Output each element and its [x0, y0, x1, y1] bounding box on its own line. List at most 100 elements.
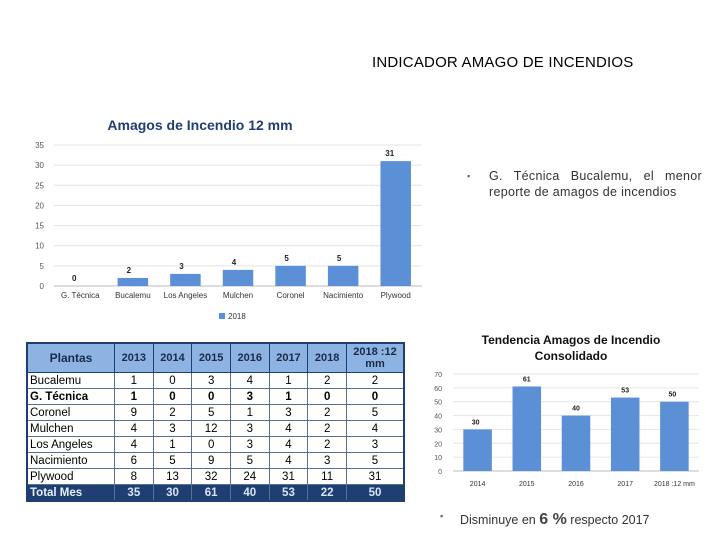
table-total-row: Total Mes 35 30 61 40 53 22 50 — [26, 484, 405, 502]
value-cell: 5 — [191, 404, 231, 421]
bar — [117, 277, 149, 286]
value-cell: 1 — [152, 436, 193, 453]
y-tick-label: 0 — [438, 469, 442, 476]
plant-name-cell: Total Mes — [26, 484, 115, 502]
value-cell: 31 — [268, 468, 309, 485]
plant-name-cell: Coronel — [26, 404, 115, 421]
value-cell: 24 — [229, 468, 270, 485]
value-cell: 5 — [346, 404, 405, 421]
data-label: 50 — [669, 392, 677, 399]
bar — [463, 429, 492, 471]
value-cell: 4 — [114, 436, 154, 453]
data-label: 4 — [232, 258, 237, 267]
value-cell: 4 — [268, 452, 309, 469]
value-cell: 1 — [268, 388, 309, 405]
column-header-year: 2018 :12 mm — [346, 342, 405, 373]
data-label: 31 — [385, 149, 394, 158]
x-tick-label: 2014 — [470, 481, 486, 488]
value-cell: 12 — [191, 420, 231, 437]
x-tick-label: Los Angeles — [164, 291, 208, 300]
y-tick-label: 20 — [35, 201, 44, 210]
plants-table: Plantas 2013 2014 2015 2016 2017 2018 2018 :12 … — [26, 342, 405, 502]
column-header-year: 2013 — [114, 342, 154, 373]
value-cell: 6 — [114, 452, 154, 469]
plant-name-cell: Plywood — [26, 468, 115, 485]
legend-swatch — [219, 313, 225, 319]
value-cell: 3 — [346, 436, 405, 453]
y-tick-label: 30 — [434, 427, 442, 434]
y-tick-label: 40 — [434, 414, 442, 421]
value-cell: 3 — [229, 388, 270, 405]
table-row: Plywood 8 13 32 24 31 11 31 — [26, 468, 405, 485]
value-cell: 4 — [229, 372, 270, 389]
value-cell: 13 — [152, 468, 193, 485]
value-cell: 32 — [191, 468, 231, 485]
bullet-pre: Disminuye en — [460, 513, 536, 527]
x-tick-label: 2015 — [519, 481, 535, 488]
data-label: 5 — [284, 254, 289, 263]
bar-chart-tendencia-consolidado: Tendencia Amagos de Incendio Consolidado… — [434, 333, 699, 488]
bullet-marker: ▪ — [440, 511, 444, 521]
value-cell: 22 — [307, 484, 347, 502]
y-tick-label: 25 — [35, 181, 44, 190]
x-tick-label: 2018 :12 mm — [654, 481, 695, 488]
data-label: 2 — [127, 266, 132, 275]
value-cell: 0 — [191, 436, 231, 453]
value-cell: 1 — [114, 388, 154, 405]
percent-value: 6 % — [539, 511, 567, 528]
value-cell: 0 — [191, 388, 231, 405]
value-cell: 4 — [114, 420, 154, 437]
value-cell: 0 — [152, 372, 193, 389]
x-tick-label: 2017 — [617, 481, 633, 488]
y-tick-label: 30 — [35, 161, 44, 170]
table-header-row: Plantas 2013 2014 2015 2016 2017 2018 2018 :12 … — [26, 342, 405, 373]
value-cell: 2 — [307, 436, 347, 453]
value-cell: 11 — [307, 468, 347, 485]
value-cell: 5 — [152, 452, 193, 469]
plant-name-cell: Mulchen — [26, 420, 115, 437]
value-cell: 35 — [114, 484, 154, 502]
y-tick-label: 5 — [40, 262, 45, 271]
value-cell: 5 — [229, 452, 270, 469]
x-tick-label: Nacimiento — [323, 291, 364, 300]
column-header-year: 2017 — [268, 342, 309, 373]
bar — [512, 386, 542, 471]
y-tick-label: 60 — [434, 386, 442, 393]
column-header-plantas: Plantas — [26, 342, 115, 373]
bullet-marker: ▪ — [467, 171, 471, 181]
bar — [380, 161, 411, 286]
value-cell: 2 — [152, 404, 193, 421]
bar — [275, 265, 306, 286]
value-cell: 2 — [307, 372, 347, 389]
data-label: 61 — [523, 376, 531, 383]
data-label: 53 — [621, 388, 629, 395]
value-cell: 1 — [114, 372, 154, 389]
value-cell: 3 — [152, 420, 193, 437]
data-label: 40 — [572, 406, 580, 413]
value-cell: 1 — [268, 372, 309, 389]
bullet-text-disminuye: ▪ Disminuye en 6 % respecto 2017 — [440, 511, 650, 529]
legend-label: 2018 — [228, 312, 246, 321]
bar — [327, 265, 359, 286]
value-cell: 3 — [229, 436, 270, 453]
y-tick-label: 70 — [434, 372, 442, 379]
value-cell: 1 — [229, 404, 270, 421]
value-cell: 2 — [346, 372, 405, 389]
x-tick-label: Bucalemu — [115, 291, 151, 300]
value-cell: 3 — [268, 404, 309, 421]
x-tick-label: G. Técnica — [61, 291, 100, 300]
value-cell: 31 — [346, 468, 405, 485]
table-row: Los Angeles 4 1 0 3 4 2 3 — [26, 436, 405, 453]
bar — [561, 415, 591, 471]
chart-title-line-2: Consolidado — [535, 349, 608, 363]
value-cell: 50 — [346, 484, 405, 502]
value-cell: 4 — [268, 420, 309, 437]
plant-name-cell: Los Angeles — [26, 436, 115, 453]
plant-name-cell: Nacimiento — [26, 452, 115, 469]
y-tick-label: 35 — [35, 141, 44, 150]
value-cell: 4 — [346, 420, 405, 437]
data-label: 30 — [472, 419, 480, 426]
table-row: Bucalemu 1 0 3 4 1 2 2 — [26, 372, 405, 389]
plant-name-cell: Bucalemu — [26, 372, 115, 389]
y-tick-label: 0 — [40, 282, 45, 291]
